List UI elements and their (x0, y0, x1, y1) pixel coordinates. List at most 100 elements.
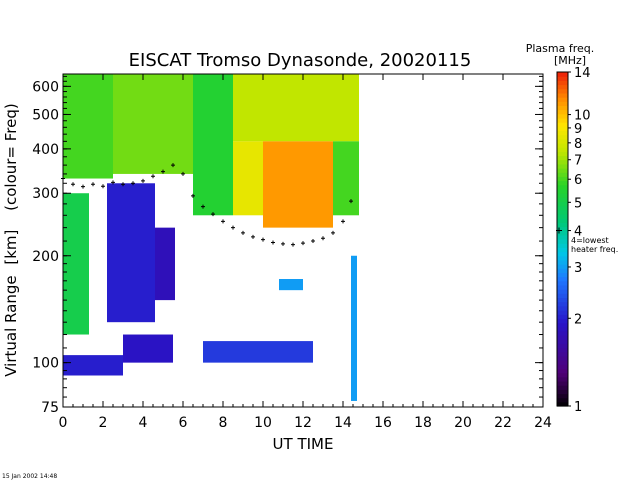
colorbar-segment (557, 335, 568, 340)
trace-point (211, 212, 215, 217)
colorbar-segment (557, 88, 568, 94)
colorbar-segment (557, 117, 568, 123)
x-axis: 0 2 4 6 8 10 12 14 16 18 20 22 24 (59, 74, 552, 431)
colorbar-segment (557, 364, 568, 370)
colorbar-segment (557, 380, 568, 386)
trace-point (221, 219, 225, 224)
colorbar-segment (557, 351, 568, 357)
colorbar-segment (557, 251, 568, 257)
colorbar-segment (557, 330, 568, 336)
colorbar-tick-label: 2 (574, 312, 582, 327)
data-region (63, 355, 123, 376)
colorbar-segment (557, 305, 568, 311)
colorbar-segment (557, 372, 568, 378)
data-region (333, 141, 359, 216)
colorbar-segment (557, 397, 568, 403)
colorbar-segment (557, 84, 568, 90)
colorbar-segment (557, 197, 568, 203)
y-tick-label: 100 (32, 356, 59, 372)
colorbar-segment (557, 297, 568, 303)
colorbar-segment (557, 80, 568, 86)
colorbar-segment (557, 264, 568, 269)
colorbar-segment (557, 213, 568, 219)
colorbar-segment (557, 243, 568, 248)
data-region (279, 279, 303, 291)
colorbar-tick-label: 7 (574, 154, 582, 169)
x-tick-label: 6 (179, 415, 188, 431)
colorbar-segment (557, 255, 568, 261)
colorbar-segment (557, 101, 568, 106)
colorbar-segment (557, 389, 568, 395)
colorbar-segment (557, 309, 568, 315)
colorbar-title-line1: Plasma freq. (526, 42, 595, 55)
colorbar-segment (557, 126, 568, 132)
colorbar-segment (557, 368, 568, 374)
trace-point (91, 182, 95, 187)
colorbar-segment (557, 301, 568, 307)
trace-point (181, 171, 185, 176)
y-tick-label: 500 (32, 107, 59, 123)
colorbar-segment (557, 339, 568, 344)
colorbar-segment (557, 401, 568, 407)
trace-point (131, 181, 135, 186)
colorbar-segment (557, 293, 568, 299)
colorbar-segment (557, 151, 568, 157)
colorbar-segment (557, 134, 568, 140)
colorbar-segment (557, 360, 568, 365)
trace-point (141, 178, 145, 183)
colorbar-segment (557, 347, 568, 353)
trace-point (161, 169, 165, 174)
colorbar-segment (557, 138, 568, 144)
colorbar-annotation-line2: heater freq. (571, 245, 618, 254)
colorbar-segment (557, 209, 568, 215)
colorbar-segment (557, 284, 568, 290)
y-tick-label: 300 (32, 186, 59, 202)
colorbar-segment (557, 92, 568, 98)
colorbar-segment (557, 276, 568, 282)
colorbar-segment (557, 322, 568, 328)
x-tick-label: 18 (414, 415, 432, 431)
colorbar-segment (557, 193, 568, 198)
colorbar-segment (557, 259, 568, 265)
colorbar-tick-label: 1 (574, 400, 582, 415)
data-region (123, 334, 173, 363)
x-tick-label: 0 (59, 415, 68, 431)
colorbar-segment (557, 122, 568, 127)
data-region (233, 141, 263, 216)
x-tick-label: 22 (494, 415, 512, 431)
colorbar-segment (557, 163, 568, 169)
colorbar-segment (557, 168, 568, 173)
colorbar-title-line2: [MHz] (554, 54, 586, 67)
trace-point (261, 237, 265, 242)
colorbar-segment (557, 176, 568, 182)
colorbar-segment (557, 155, 568, 161)
trace-point (341, 219, 345, 224)
colorbar-annotation-line1: 4=lowest (571, 236, 609, 245)
x-tick-label: 8 (219, 415, 228, 431)
data-region (63, 74, 113, 179)
colorbar-tick-label: 4 (574, 225, 582, 240)
y-axis-label-unit: [km] (2, 230, 20, 265)
trace-point (291, 242, 295, 247)
colorbar-segment (557, 201, 568, 207)
x-tick-label: 10 (254, 415, 272, 431)
trace-point (311, 239, 315, 244)
colorbar-segment (557, 222, 568, 228)
trace-point (241, 230, 245, 235)
colorbar-segment (557, 393, 568, 399)
data-region (233, 74, 359, 142)
x-tick-label: 20 (454, 415, 472, 431)
data-region (203, 341, 313, 363)
trace-point (321, 236, 325, 241)
trace-point (81, 184, 85, 189)
trace-point (151, 174, 155, 179)
colorbar-segment (557, 97, 568, 102)
data-region (351, 255, 357, 401)
chart-title: EISCAT Tromso Dynasonde, 20020115 (129, 50, 472, 71)
trace-point (281, 241, 285, 246)
colorbar-tick-label: 5 (574, 196, 582, 211)
colorbar-segment (557, 226, 568, 232)
colorbar-tick-label: 9 (574, 122, 582, 137)
x-tick-label: 16 (374, 415, 392, 431)
y-tick-label: 200 (32, 249, 59, 265)
